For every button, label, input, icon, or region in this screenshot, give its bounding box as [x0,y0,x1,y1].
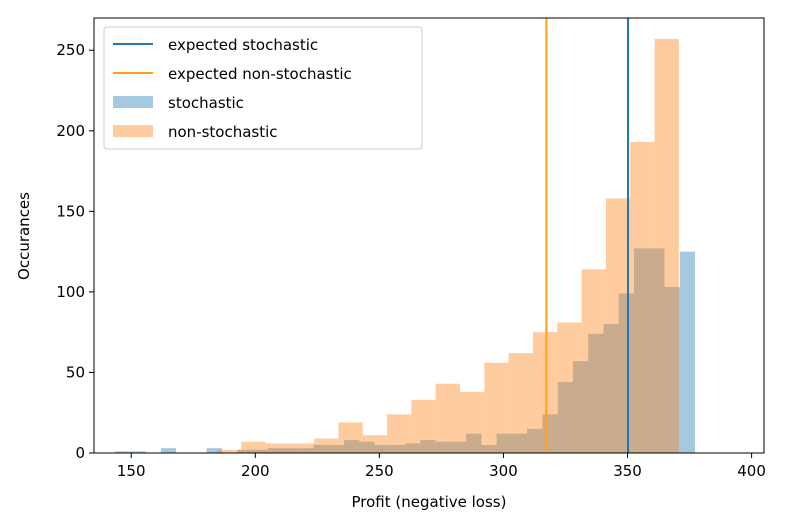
bar-stochastic-3 [160,448,177,453]
bar-stochastic-31 [588,333,604,453]
bar-stochastic-26 [511,433,528,453]
bar-non-stochastic-8 [411,399,436,453]
x-tick-label-250: 250 [365,462,394,480]
bar-stochastic-32 [603,324,619,453]
bar-stochastic-21 [435,441,451,453]
bar-stochastic-37 [679,251,696,453]
legend-label-non-stochastic: non-stochastic [168,123,278,141]
bar-stochastic-11 [282,448,299,453]
bar-stochastic-33 [618,293,634,453]
bar-non-stochastic-14 [557,322,582,453]
x-tick-label-150: 150 [117,462,146,480]
bar-stochastic-16 [359,441,375,453]
bar-non-stochastic-4 [314,438,339,453]
bar-non-stochastic-15 [581,269,606,453]
legend-swatch-non-stochastic [113,125,153,137]
bar-non-stochastic-10 [460,391,485,453]
bar-stochastic-13 [313,444,329,453]
bar-stochastic-23 [466,433,482,453]
y-tick-label-200: 200 [56,122,85,140]
legend-label-stochastic: stochastic [168,94,244,112]
bar-stochastic-12 [298,448,314,453]
bar-non-stochastic-11 [484,362,509,453]
y-tick-label-250: 250 [56,41,85,59]
bar-non-stochastic-16 [605,198,631,453]
bar-non-stochastic-2 [265,443,290,453]
bar-stochastic-25 [496,433,512,453]
x-axis: 150 200 250 300 350 400 [117,453,766,480]
bar-stochastic-1 [130,451,146,453]
y-tick-label-0: 0 [75,444,85,462]
bar-stochastic-27 [527,428,543,453]
legend-box [103,26,423,150]
bar-stochastic-20 [420,440,436,453]
x-axis-label: Profit (negative loss) [352,493,507,511]
bar-stochastic-30 [572,361,589,453]
y-axis: 0 50 100 150 200 250 [56,41,94,462]
bar-stochastic-14 [328,444,345,453]
bar-non-stochastic-7 [387,414,412,453]
bar-stochastic-6 [206,448,222,453]
bar-stochastic-24 [481,444,497,453]
bar-non-stochastic-13 [532,332,558,453]
bar-stochastic-10 [267,448,283,453]
bar-non-stochastic-6 [362,435,388,453]
x-tick-label-400: 400 [737,462,766,480]
y-axis-label: Occurances [15,192,33,280]
y-tick-label-100: 100 [56,283,85,301]
bar-stochastic-17 [374,444,390,453]
y-tick-label-50: 50 [66,363,85,381]
bar-non-stochastic-9 [435,383,461,453]
bar-non-stochastic-1 [241,441,266,453]
bar-stochastic-19 [405,443,421,453]
bar-stochastic-0 [115,451,131,453]
x-tick-label-300: 300 [489,462,518,480]
bar-non-stochastic-17 [630,142,655,454]
legend-label-expected-non-stochastic: expected non-stochastic [168,65,352,83]
bar-stochastic-29 [557,382,573,453]
bar-stochastic-8 [237,449,253,453]
bar-stochastic-35 [649,248,665,453]
plot-frame [93,17,765,454]
x-tick-label-350: 350 [613,462,642,480]
bar-non-stochastic-5 [338,422,363,453]
bar-non-stochastic-12 [508,353,533,453]
legend-swatch-stochastic [113,96,153,108]
bar-stochastic-22 [450,441,467,453]
bar-stochastic-18 [389,444,406,453]
bar-stochastic-9 [252,449,268,453]
x-tick-label-200: 200 [241,462,270,480]
bars-layer [115,38,696,454]
y-tick-label-150: 150 [56,202,85,220]
bar-non-stochastic-0 [216,449,242,453]
legend-label-expected-stochastic: expected stochastic [168,36,318,54]
legend: expected stochastic expected non-stochas… [103,26,423,150]
bar-stochastic-34 [633,248,650,453]
bar-stochastic-36 [664,287,680,453]
bar-stochastic-15 [344,440,360,453]
bar-non-stochastic-18 [654,38,679,453]
bar-non-stochastic-3 [289,443,315,453]
expected-lines-layer [545,18,630,453]
